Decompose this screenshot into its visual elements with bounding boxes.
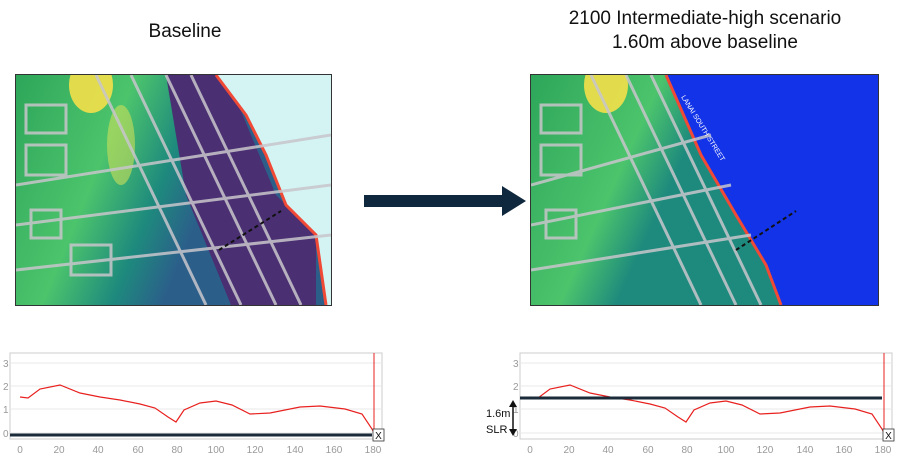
- slr-amount: 1.6m: [486, 408, 510, 420]
- x-tick-40: 40: [602, 445, 614, 456]
- x-tick-0: 0: [527, 445, 533, 456]
- y-tick-3: 3: [3, 359, 9, 370]
- scenario-title: 2100 Intermediate-high scenario 1.60m ab…: [520, 7, 890, 55]
- x-tick-160: 160: [836, 445, 853, 456]
- x-tick-80: 80: [171, 445, 183, 456]
- baseline-title-text: Baseline: [148, 21, 222, 42]
- scenario-elevation-profile: 3 2 1 0 1.6m SLR 0 20 40 60 80 100 120 1…: [470, 347, 900, 470]
- x-tick-20: 20: [563, 445, 575, 456]
- y-tick-0: 0: [3, 429, 9, 440]
- transition-arrow: [364, 186, 529, 221]
- x-tick-20: 20: [53, 445, 65, 456]
- x-tick-0: 0: [17, 445, 23, 456]
- slr-double-arrow-icon: [509, 400, 517, 436]
- x-tick-60: 60: [132, 445, 144, 456]
- x-tick-60: 60: [642, 445, 654, 456]
- y-tick-2: 2: [3, 382, 9, 393]
- x-tick-140: 140: [797, 445, 814, 456]
- x-tick-100: 100: [208, 445, 225, 456]
- scenario-title-line2: 1.60m above baseline: [612, 32, 798, 53]
- x-tick-160: 160: [326, 445, 343, 456]
- y-tick-0: 0: [513, 429, 519, 440]
- baseline-elevation-profile: 3 2 1 0 0 20 40 60 80 100 120 140 160 18…: [0, 347, 395, 470]
- y-tick-3: 3: [513, 359, 519, 370]
- end-marker: X: [375, 431, 382, 442]
- slr-label: SLR: [486, 424, 507, 436]
- x-tick-120: 120: [757, 445, 774, 456]
- x-tick-180: 180: [365, 445, 382, 456]
- scenario-title-line1: 2100 Intermediate-high scenario: [568, 8, 842, 29]
- x-tick-100: 100: [718, 445, 735, 456]
- x-tick-40: 40: [92, 445, 104, 456]
- end-marker: X: [885, 431, 892, 442]
- y-tick-1: 1: [513, 405, 519, 416]
- y-tick-2: 2: [513, 382, 519, 393]
- baseline-title: Baseline: [40, 20, 330, 44]
- y-tick-1: 1: [3, 405, 9, 416]
- x-tick-120: 120: [247, 445, 264, 456]
- x-tick-140: 140: [287, 445, 304, 456]
- scenario-map: LANAI SOUTH STREET: [530, 74, 879, 306]
- x-tick-80: 80: [681, 445, 693, 456]
- baseline-map: [15, 74, 332, 306]
- x-tick-180: 180: [875, 445, 892, 456]
